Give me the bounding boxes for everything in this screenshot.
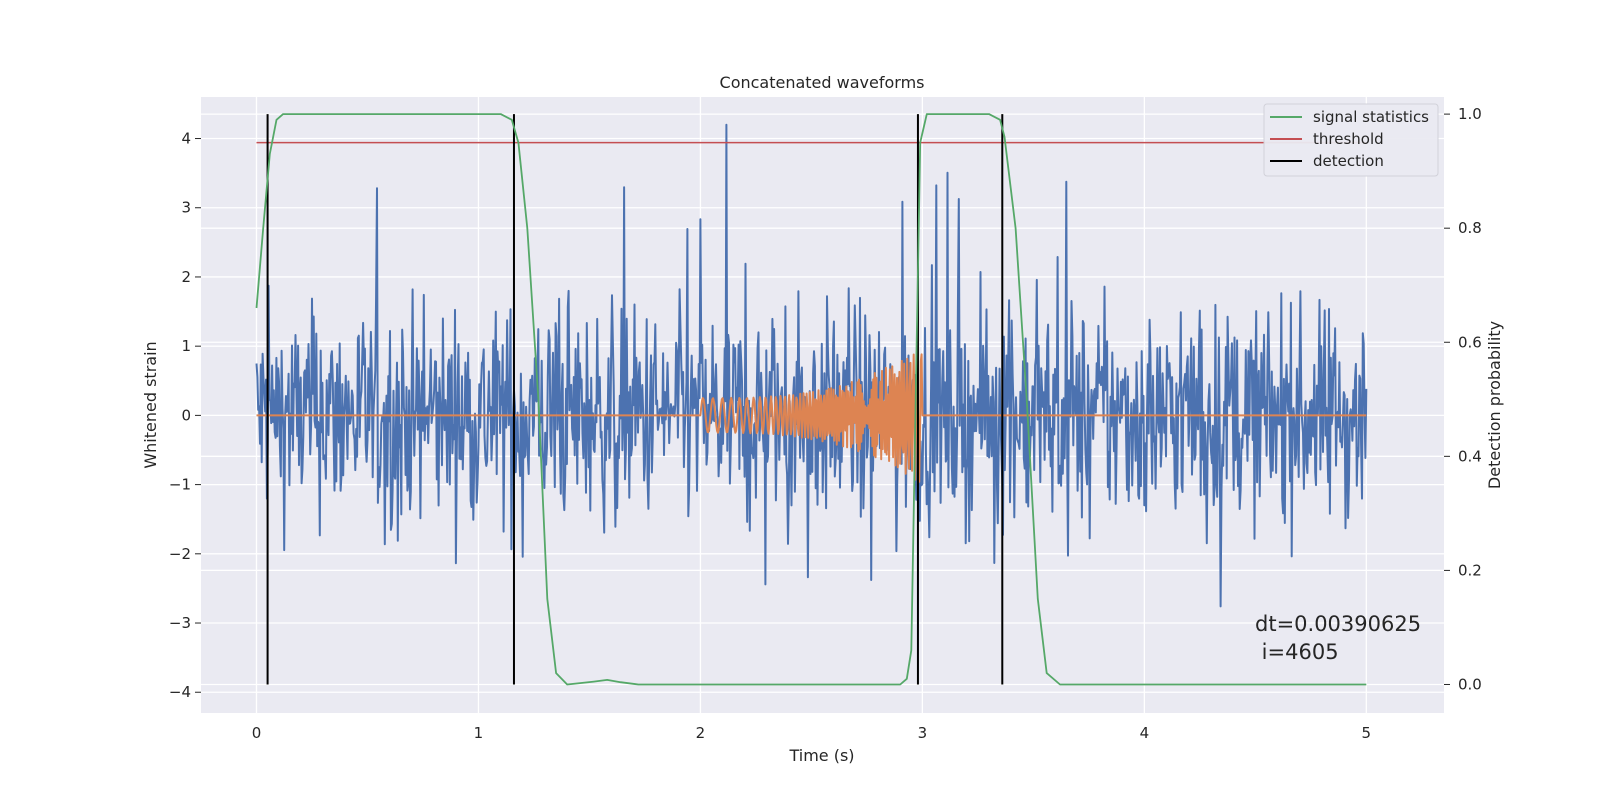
y-tick-label: −3	[169, 614, 191, 632]
chart-title: Concatenated waveforms	[720, 73, 925, 92]
y-right-tick-label: 0.0	[1458, 675, 1482, 693]
y-tick-label: 2	[181, 268, 191, 286]
y-axis-ticks: −4 −3 −2 −1 0 1 2 3 4	[169, 130, 201, 701]
annotation: dt=0.00390625 i=4605	[1255, 612, 1421, 664]
y-right-tick-label: 1.0	[1458, 105, 1482, 123]
y-right-tick-label: 0.4	[1458, 447, 1482, 465]
y-tick-label: −2	[169, 545, 191, 563]
y-tick-label: 1	[181, 337, 191, 355]
y-right-tick-label: 0.6	[1458, 333, 1482, 351]
x-tick-label: 3	[918, 724, 928, 742]
legend-label: threshold	[1313, 130, 1384, 148]
legend-box	[1263, 103, 1439, 177]
chirp-series-line	[256, 353, 1367, 483]
x-tick-label: 2	[696, 724, 706, 742]
y-tick-label: −1	[169, 476, 191, 494]
x-tick-label: 5	[1362, 724, 1372, 742]
y-tick-label: −4	[169, 683, 191, 701]
y-right-axis-label: Detection probability	[1485, 321, 1504, 489]
y-right-axis-ticks: 0.0 0.2 0.4 0.6 0.8 1.0	[1444, 105, 1482, 693]
y-tick-label: 3	[181, 199, 191, 217]
y-right-tick-label: 0.2	[1458, 561, 1482, 579]
legend: signal statistics threshold detection	[1263, 103, 1439, 177]
y-right-tick-label: 0.8	[1458, 219, 1482, 237]
legend-label: signal statistics	[1313, 108, 1429, 126]
legend-label: detection	[1313, 152, 1384, 170]
x-tick-label: 0	[252, 724, 262, 742]
annotation-line-1: dt=0.00390625	[1255, 612, 1421, 636]
x-tick-label: 4	[1140, 724, 1150, 742]
y-axis-label: Whitened strain	[141, 341, 160, 468]
annotation-line-2: i=4605	[1255, 640, 1339, 664]
signal-statistics-line	[255, 113, 1367, 686]
x-tick-label: 1	[474, 724, 484, 742]
x-axis-label: Time (s)	[788, 746, 854, 765]
y-tick-label: 0	[181, 406, 191, 424]
detection-lines	[266, 114, 1004, 685]
x-axis-ticks: 0 1 2 3 4 5	[252, 724, 1371, 742]
y-tick-label: 4	[181, 130, 191, 148]
